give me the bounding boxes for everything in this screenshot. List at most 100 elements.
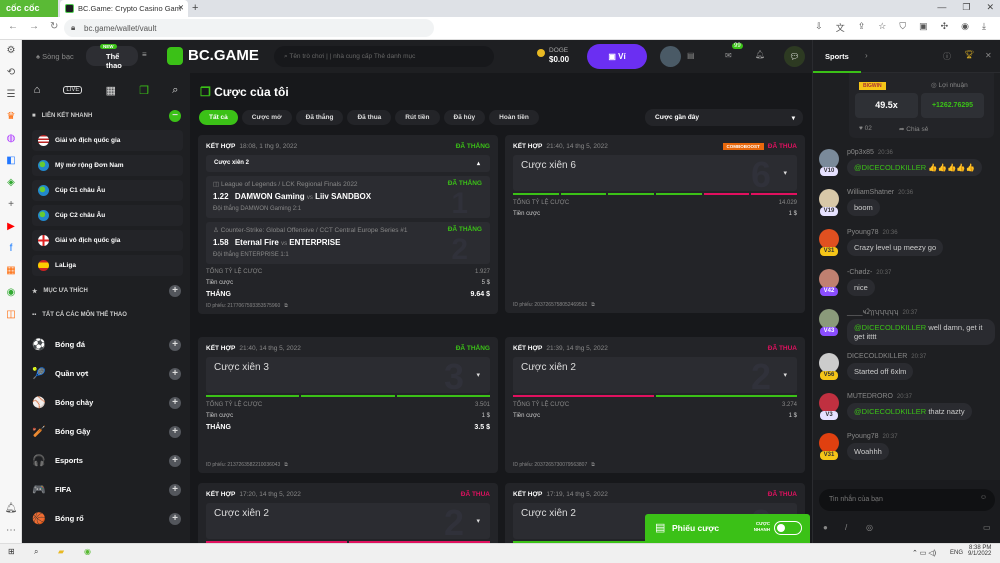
puzzle-icon[interactable]: ✣ <box>940 21 949 31</box>
chat-toggle-icon[interactable]: 💬︎ <box>784 46 805 67</box>
quick-link-item[interactable]: Cúp C2 châu Âu <box>32 205 183 226</box>
share-button[interactable]: ➦ Chia sẻ <box>899 126 929 133</box>
sport-item[interactable]: 🏀 Bóng rổ + <box>22 504 190 533</box>
quick-link-item[interactable]: LaLiga <box>32 255 183 276</box>
sport-item[interactable]: ⚾ Bóng chày + <box>22 388 190 417</box>
live-icon[interactable]: LIVE <box>63 86 83 94</box>
combo-header[interactable]: Cược xiên 2 ▴ <box>206 155 490 172</box>
youtube-icon[interactable]: ▶ <box>7 221 15 232</box>
sort-dropdown[interactable]: Cược gần đây ▾ <box>645 109 803 126</box>
coccoc-logo[interactable]: cốc cốc <box>0 0 58 17</box>
file-explorer-icon[interactable]: ▰ <box>58 547 65 556</box>
copy-icon[interactable]: ⧉ <box>591 302 595 308</box>
mention[interactable]: @DICECOLDKILLER <box>854 163 927 172</box>
quick-link-item[interactable]: Giải vô địch quốc gia <box>32 230 183 251</box>
taskbar-search-icon[interactable]: ⌕ <box>34 547 39 556</box>
share-icon[interactable]: ⇪ <box>857 21 866 31</box>
chevron-down-icon[interactable]: ▾ <box>476 518 480 525</box>
home-icon[interactable]: ⌂ <box>33 84 41 96</box>
user-avatar[interactable] <box>819 189 839 209</box>
bet-card[interactable]: KẾT HỢP 21:40, 14 thg 5, 2022 COMBOBOOST ĐÃ… <box>505 135 805 313</box>
language-indicator[interactable]: ENG <box>950 550 964 556</box>
download-ext-icon[interactable]: ▣ <box>919 21 928 31</box>
translate-icon[interactable]: 文 <box>835 23 845 33</box>
downloads-icon[interactable]: ⤓ <box>982 21 986 31</box>
chevron-down-icon[interactable]: ▾ <box>783 170 787 177</box>
minimize-icon[interactable]: — <box>937 2 947 12</box>
filter-tab[interactable]: Tất cả <box>199 110 238 125</box>
chevron-down-icon[interactable]: ▾ <box>783 372 787 379</box>
expand-sport-button[interactable]: + <box>169 454 181 467</box>
close-chat-icon[interactable]: ✕ <box>985 51 992 60</box>
trophy-icon[interactable]: 🏆︎ <box>964 50 975 59</box>
windows-start-icon[interactable]: ⊞ <box>8 547 15 556</box>
sport-item[interactable]: 🎮 FIFA + <box>22 475 190 504</box>
close-window-icon[interactable]: ✕ <box>986 2 994 12</box>
user-avatar[interactable] <box>819 309 839 329</box>
combo-header[interactable]: 2 Cược xiên 2 ▾ <box>513 357 797 393</box>
currency-select[interactable]: DOGE <box>549 47 569 54</box>
user-avatar[interactable] <box>819 269 839 289</box>
chat-username[interactable]: MUTEDRORO <box>847 393 893 400</box>
user-avatar[interactable] <box>819 393 839 413</box>
reading-list-icon[interactable]: ☰ <box>6 89 16 100</box>
quick-bet-toggle[interactable] <box>774 521 802 535</box>
notification-bell-icon[interactable]: 🔔︎ <box>4 503 18 514</box>
combo-header[interactable]: 2 Cược xiên 2 ▾ <box>206 503 490 539</box>
sport-item[interactable]: 🎧 Esports + <box>22 446 190 475</box>
copy-icon[interactable]: ⧉ <box>284 462 288 468</box>
user-avatar[interactable] <box>819 353 839 373</box>
settings-icon[interactable]: ⚙ <box>6 45 16 56</box>
sport-item[interactable]: ⚽ Bóng đá + <box>22 330 190 359</box>
chat-username[interactable]: ____ҹʡɿɿʮʮʮʮʮ <box>847 309 899 316</box>
search-input[interactable]: ⌕ Tên trò chơi | | nhà cung cấp Thẻ danh… <box>274 46 494 67</box>
mail-icon[interactable]: ✉ <box>725 51 732 60</box>
more-icon[interactable]: ⋯ <box>6 525 16 536</box>
user-avatar[interactable] <box>660 46 681 67</box>
expand-sport-button[interactable]: + <box>169 483 181 496</box>
chat-username[interactable]: Pyoung78 <box>847 433 879 440</box>
info-icon[interactable]: ⓘ <box>943 52 951 61</box>
tray-icons[interactable]: ⌃ ▭ ◁) <box>912 550 937 557</box>
chevron-down-icon[interactable]: ▾ <box>476 372 480 379</box>
bet-card[interactable]: KẾT HỢP 21:40, 14 thg 5, 2022 ĐÃ THẮNG 3 Cượ… <box>198 337 498 473</box>
crown-icon[interactable]: ♛ <box>6 111 16 122</box>
mention[interactable]: @DICECOLDKILLER <box>854 323 927 332</box>
chat-message-input[interactable]: Tin nhắn của bạn ☺ <box>819 489 995 511</box>
shopee-icon[interactable]: ◧ <box>6 155 16 166</box>
filter-tab[interactable]: Rút tiền <box>395 110 440 125</box>
search-icon[interactable]: ⌕ <box>172 83 179 96</box>
chevron-right-icon[interactable]: › <box>865 51 868 60</box>
coin-rain-icon[interactable]: ● <box>823 523 828 532</box>
app-icon-2[interactable]: ◫ <box>6 309 16 320</box>
my-bets-icon[interactable]: ❐ <box>139 84 150 97</box>
clock[interactable]: 8:38 PM 9/1/2022 <box>968 545 991 557</box>
copy-icon[interactable]: ⧉ <box>591 462 595 468</box>
combo-header[interactable]: 3 Cược xiên 3 ▾ <box>206 357 490 393</box>
bell-icon[interactable]: 🔔︎ <box>755 50 766 59</box>
bet-card[interactable]: KẾT HỢP 21:39, 14 thg 5, 2022 ĐÃ THUA 2 Cược… <box>505 337 805 473</box>
expand-sport-button[interactable]: + <box>169 367 181 380</box>
quick-link-item[interactable]: Mỹ mở rộng Đơn Nam <box>32 155 183 176</box>
user-avatar[interactable] <box>819 433 839 453</box>
chat-username[interactable]: DICECOLDKILLER <box>847 353 908 360</box>
forward-icon[interactable]: → <box>29 21 39 32</box>
game-icon[interactable]: ◈ <box>7 177 15 188</box>
vault-icon[interactable]: ▤ <box>687 51 695 60</box>
sport-item[interactable]: 🎾 Quần vợt + <box>22 359 190 388</box>
chat-username[interactable]: Pyoung78 <box>847 229 879 236</box>
command-icon[interactable]: / <box>845 523 848 532</box>
sports-tab[interactable]: Thể thao NEW <box>86 44 138 70</box>
facebook-icon[interactable]: f <box>9 243 13 254</box>
add-favorite-button[interactable]: + <box>169 285 181 297</box>
chat-username[interactable]: WilliamShatner <box>847 189 895 196</box>
expand-sport-button[interactable]: + <box>169 425 181 438</box>
betslip-bar[interactable]: ▤ Phiếu cược CƯỢC NHANH <box>645 514 810 543</box>
star-icon[interactable]: ☆ <box>878 21 887 31</box>
url-input[interactable]: 🔒︎ bc.game/wallet/vault <box>64 19 434 37</box>
tip-icon[interactable]: ◎ <box>866 523 873 532</box>
gif-icon[interactable]: ▭ <box>983 523 991 532</box>
coccoc-taskbar-icon[interactable]: ◉ <box>84 547 91 556</box>
expand-sport-button[interactable]: + <box>169 512 181 525</box>
user-avatar[interactable] <box>819 229 839 249</box>
